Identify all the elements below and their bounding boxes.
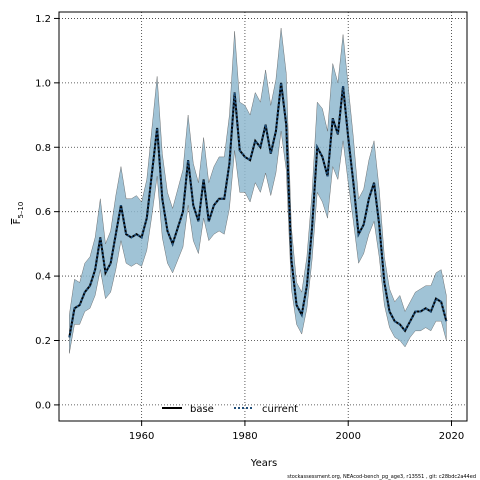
legend-label-current: current xyxy=(262,404,298,415)
y-tick-label: 0.2 xyxy=(35,336,51,347)
y-tick-label: 1.0 xyxy=(35,78,51,89)
y-axis-title: F5–10 xyxy=(12,202,25,225)
confidence-band xyxy=(69,28,447,354)
footnote: stockassessment.org, NEAcod-bench_pg_age… xyxy=(287,474,476,480)
y-tick-label: 0.8 xyxy=(35,143,51,154)
x-tick-label: 1960 xyxy=(129,431,154,442)
y-axis-title-main: F xyxy=(12,218,23,224)
y-tick-label: 1.2 xyxy=(35,14,51,25)
legend-label-base: base xyxy=(190,404,214,415)
y-axis-title-sub: 5–10 xyxy=(17,202,25,219)
x-axis: 1960 1980 2000 2020 xyxy=(129,421,464,442)
y-axis: 0.0 0.2 0.4 0.6 0.8 1.0 1.2 xyxy=(35,14,59,411)
svg-text:F5–10: F5–10 xyxy=(12,202,25,225)
series-line-current xyxy=(68,82,448,338)
x-tick-label: 1980 xyxy=(232,431,257,442)
x-tick-label: 2020 xyxy=(439,431,464,442)
x-axis-title: Years xyxy=(250,458,277,469)
legend: base current xyxy=(162,404,298,415)
y-tick-label: 0.0 xyxy=(35,400,51,411)
x-tick-label: 2000 xyxy=(335,431,360,442)
plot-frame xyxy=(58,11,468,422)
y-tick-label: 0.6 xyxy=(35,207,51,218)
y-tick-label: 0.4 xyxy=(35,272,51,283)
